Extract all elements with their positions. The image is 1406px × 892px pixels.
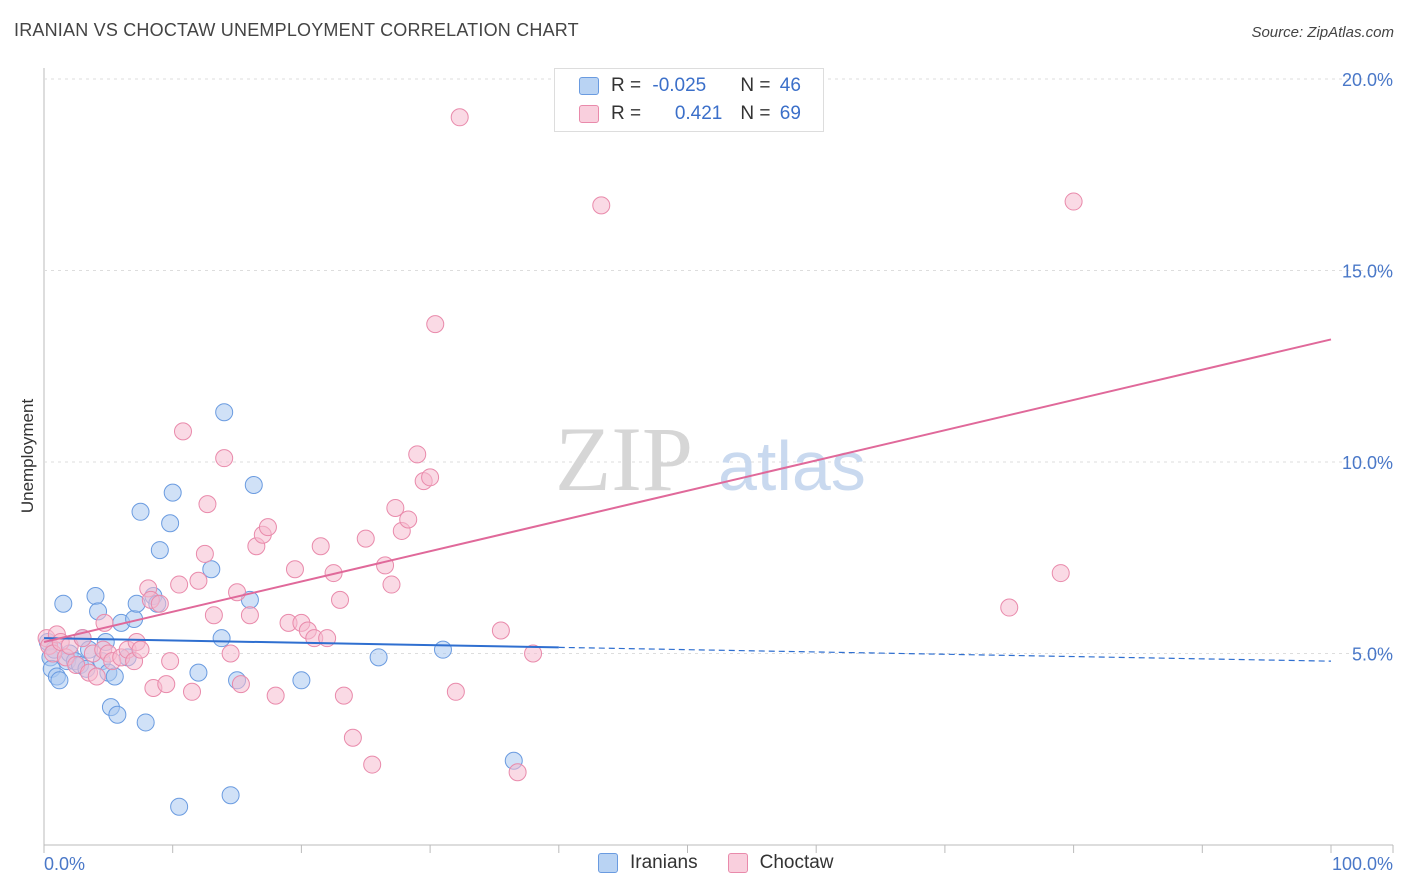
choctaw-point [426, 315, 445, 334]
choctaw-point [189, 571, 208, 590]
choctaw-r-value: 0.421 [674, 103, 723, 124]
choctaw-point [363, 755, 382, 774]
y-tick-labels: 5.0% 10.0% 15.0% 20.0% [1342, 70, 1393, 665]
choctaw-point [446, 682, 465, 701]
choctaw-point [592, 196, 611, 215]
choctaw-point [157, 675, 176, 694]
y-tick-label: 15.0% [1342, 262, 1393, 282]
choctaw-legend-label: Choctaw [759, 852, 834, 873]
y-tick-label: 20.0% [1342, 70, 1393, 90]
iranians-point [202, 560, 221, 579]
choctaw-point [399, 510, 418, 529]
iranians-point [215, 403, 234, 422]
iranians-point [433, 640, 452, 659]
choctaw-point [491, 621, 510, 640]
choctaw-point [131, 640, 150, 659]
choctaw-point [311, 537, 330, 556]
choctaw-point [1064, 192, 1083, 211]
iranians-swatch [579, 77, 599, 95]
choctaw-point [231, 675, 250, 694]
watermark-zip: ZIP [555, 408, 693, 510]
choctaw-point [150, 594, 169, 613]
legend-row-iranians: R = -0.025 N = 46 [579, 73, 801, 99]
choctaw-point [204, 606, 223, 625]
choctaw-point [450, 108, 469, 127]
choctaw-point [408, 445, 427, 464]
iranians-point [50, 671, 69, 690]
legend-item-choctaw[interactable]: Choctaw [727, 852, 834, 874]
choctaw-point [382, 575, 401, 594]
choctaw-point [508, 763, 527, 782]
iranians-point [244, 475, 263, 494]
iranians-point [86, 587, 105, 606]
iranians-point [136, 713, 155, 732]
x-tick-label: 100.0% [1332, 854, 1393, 874]
choctaw-point [334, 686, 353, 705]
iranians-points [38, 403, 523, 816]
correlation-legend: R = -0.025 N = 46 R = 0.421 N = 69 [554, 68, 824, 132]
iranians-point [161, 514, 180, 533]
iranians-trend-extension [558, 646, 1332, 662]
choctaw-point [240, 606, 259, 625]
iranians-point [170, 797, 189, 816]
iranians-point [108, 705, 127, 724]
iranians-legend-label: Iranians [630, 852, 698, 873]
iranians-n-label: N = [740, 75, 776, 96]
choctaw-n-label: N = [740, 103, 776, 124]
trend-lines [43, 338, 1332, 662]
choctaw-n-value: 69 [779, 103, 801, 124]
choctaw-point [215, 449, 234, 468]
choctaw-legend-swatch [727, 853, 748, 873]
choctaw-trend-line [43, 338, 1332, 643]
choctaw-point [258, 518, 277, 537]
choctaw-point [221, 644, 240, 663]
iranians-point [189, 663, 208, 682]
y-tick-label: 10.0% [1342, 453, 1393, 473]
iranians-legend-swatch [598, 853, 618, 873]
x-tick-label: 0.0% [44, 854, 85, 874]
legend-row-choctaw: R = 0.421 N = 69 [579, 101, 801, 127]
series-legend: Iranians Choctaw [598, 852, 864, 874]
iranians-trend-line [43, 637, 559, 649]
legend-item-iranians[interactable]: Iranians [598, 852, 698, 874]
choctaw-point [170, 575, 189, 594]
iranians-n-value: 46 [779, 75, 801, 96]
choctaw-point [161, 652, 180, 671]
iranians-point [292, 671, 311, 690]
choctaw-point [173, 422, 192, 441]
iranians-point [105, 667, 124, 686]
y-tick-label: 5.0% [1352, 645, 1393, 665]
choctaw-point [524, 644, 543, 663]
iranians-r-label: R = [611, 75, 647, 96]
choctaw-point [421, 468, 440, 487]
choctaw-swatch [579, 105, 599, 123]
choctaw-point [386, 498, 405, 517]
choctaw-point [87, 667, 106, 686]
choctaw-point [343, 728, 362, 747]
choctaw-point [331, 590, 350, 609]
choctaw-point [356, 529, 375, 548]
choctaw-point [1000, 598, 1019, 617]
chart-title: IRANIAN VS CHOCTAW UNEMPLOYMENT CORRELAT… [14, 20, 579, 40]
iranians-point [221, 786, 240, 805]
iranians-point [369, 648, 388, 667]
iranians-point [163, 483, 182, 502]
iranians-point [150, 541, 169, 560]
iranians-point [131, 502, 150, 521]
choctaw-point [1051, 564, 1070, 583]
choctaw-point [198, 495, 217, 514]
x-axis-ticks [43, 845, 1394, 853]
choctaw-point [285, 560, 304, 579]
choctaw-r-label: R = [611, 103, 647, 124]
iranians-point [54, 594, 73, 613]
choctaw-point [266, 686, 285, 705]
x-tick-labels: 0.0% 100.0% [44, 854, 1393, 874]
source-label: Source: ZipAtlas.com [1251, 24, 1394, 41]
iranians-r-value: -0.025 [652, 75, 707, 96]
choctaw-point [183, 682, 202, 701]
choctaw-point [195, 544, 214, 563]
iranians-point [212, 629, 231, 648]
